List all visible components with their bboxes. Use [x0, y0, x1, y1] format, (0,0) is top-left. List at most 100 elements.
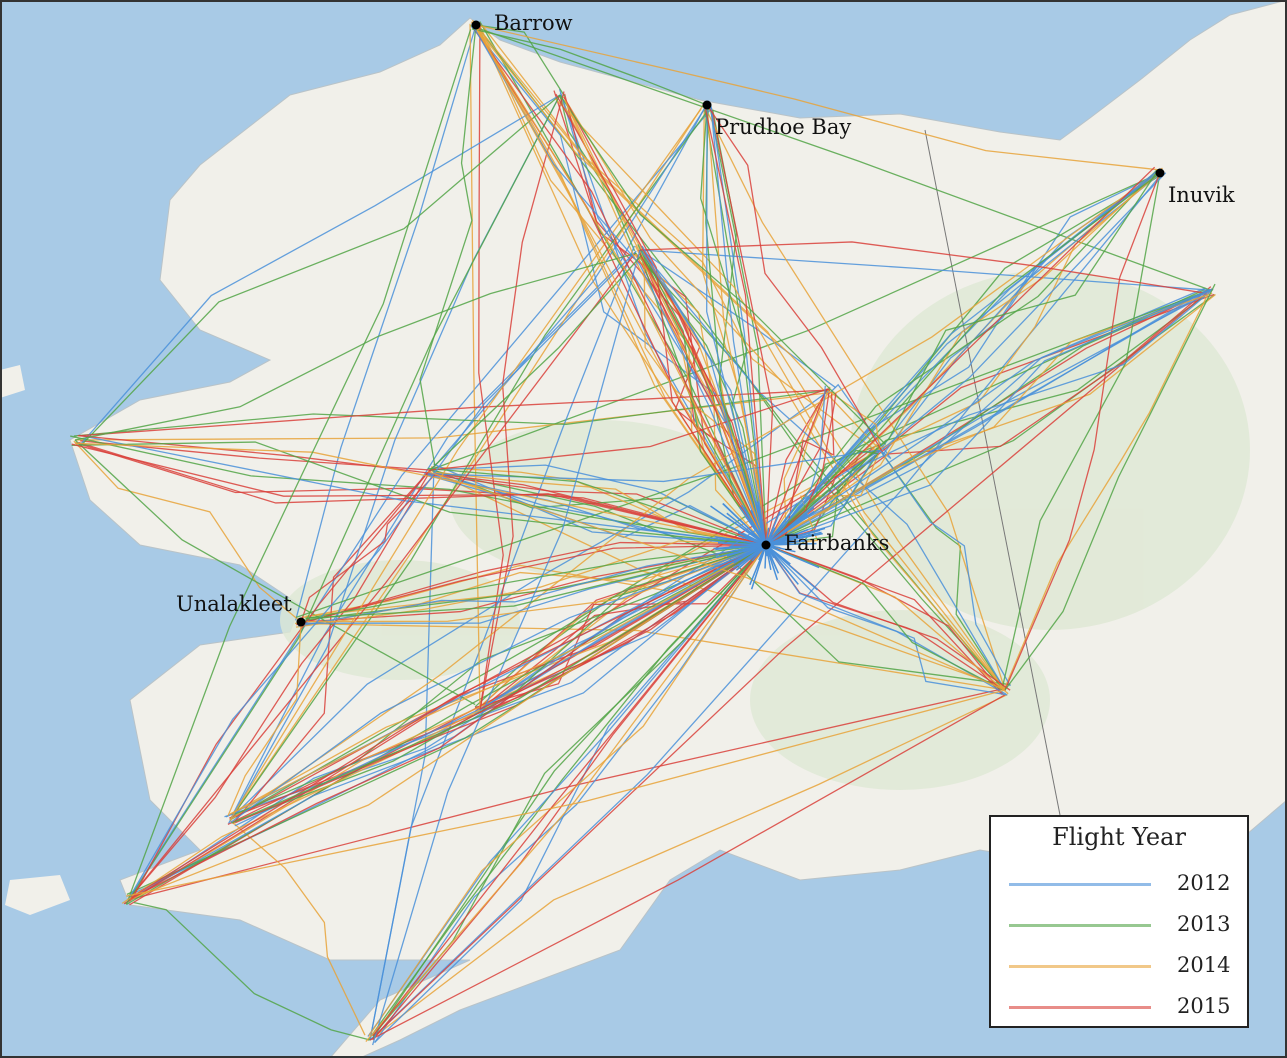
flight-track — [879, 449, 1011, 687]
flight-track — [127, 250, 637, 901]
flight-track — [559, 94, 636, 252]
flight-track — [765, 544, 1003, 691]
flight-track — [368, 544, 767, 1037]
flight-track — [127, 543, 763, 901]
city-marker[interactable] — [1155, 168, 1165, 178]
flight-track — [706, 104, 771, 545]
flight-track — [375, 289, 1211, 1036]
flight-track — [703, 103, 767, 546]
flight-track — [765, 511, 781, 546]
flight-track — [74, 252, 637, 441]
flight-track — [78, 434, 767, 546]
flight-track — [471, 28, 708, 106]
flight-track — [1004, 283, 1216, 691]
flight-track — [733, 544, 767, 564]
flight-track — [559, 94, 887, 445]
flight-track — [229, 108, 702, 821]
flight-track — [730, 544, 767, 553]
flight-track — [429, 388, 830, 471]
flight-track — [726, 516, 767, 546]
flight-track — [749, 544, 767, 586]
flight-track — [127, 688, 1004, 901]
flight-track — [230, 544, 767, 823]
flight-track — [374, 544, 767, 1044]
flight-track — [131, 469, 431, 899]
flight-track — [765, 529, 821, 546]
flight-track — [80, 94, 561, 445]
flight-track — [765, 385, 826, 546]
legend: Flight Year 2012 2013 2014 2015 — [989, 815, 1249, 1028]
flight-track — [765, 544, 791, 565]
legend-label: 2015 — [1177, 994, 1231, 1018]
flight-track — [717, 542, 767, 546]
flight-track — [765, 288, 1213, 546]
flight-routes — [70, 19, 1216, 1046]
flight-track — [295, 622, 1006, 691]
flight-track — [133, 901, 371, 1041]
flight-track — [765, 513, 808, 546]
flight-track — [296, 541, 767, 626]
flight-track — [765, 510, 794, 546]
legend-swatch — [1009, 1006, 1151, 1009]
flight-track — [74, 442, 767, 546]
city-marker[interactable] — [471, 20, 481, 30]
city-label: Unalakleet — [176, 592, 292, 616]
city-label: Inuvik — [1168, 183, 1235, 207]
flight-track — [80, 94, 561, 447]
flight-track — [765, 386, 831, 546]
city-marker[interactable] — [761, 540, 771, 550]
flight-track — [475, 24, 566, 97]
flight-track — [750, 509, 767, 546]
flight-track — [127, 466, 434, 901]
legend-swatch — [1009, 924, 1151, 927]
flight-track — [874, 172, 1161, 452]
flight-track — [743, 506, 767, 546]
flight-track — [295, 540, 767, 628]
city-marker[interactable] — [296, 617, 306, 627]
flight-track — [710, 107, 774, 546]
flight-track — [765, 289, 1212, 546]
flight-track — [1002, 172, 1161, 687]
flight-track — [703, 104, 767, 546]
flight-track — [304, 544, 767, 623]
flight-track — [471, 22, 881, 451]
legend-item-2012: 2012 — [991, 869, 1247, 899]
flight-track — [1004, 169, 1162, 691]
city-label: Fairbanks — [784, 531, 890, 555]
flight-track — [427, 449, 881, 483]
flight-track — [765, 393, 837, 546]
legend-item-2013: 2013 — [991, 910, 1247, 940]
flight-track — [419, 24, 477, 466]
flight-track — [305, 544, 767, 619]
flight-track — [73, 440, 302, 623]
flight-track — [372, 544, 767, 1039]
flight-track — [235, 449, 881, 818]
flight-track — [562, 96, 1006, 691]
city-marker[interactable] — [702, 100, 712, 110]
flight-track — [372, 544, 767, 1041]
flight-track — [709, 105, 767, 546]
flight-track — [125, 94, 561, 905]
flight-track — [641, 245, 767, 546]
flight-track — [765, 171, 1159, 546]
flight-track — [765, 292, 1213, 546]
flight-track — [227, 621, 302, 817]
flight-track — [430, 464, 767, 546]
flight-track — [641, 251, 767, 546]
legend-swatch — [1009, 883, 1151, 886]
flight-track — [706, 105, 767, 546]
flight-track — [710, 105, 767, 546]
flight-track — [427, 467, 767, 546]
flight-track — [126, 544, 767, 906]
city-label: Barrow — [494, 11, 573, 35]
flight-track — [765, 544, 820, 569]
flight-track — [231, 544, 767, 824]
flight-track — [475, 24, 1162, 171]
flight-track — [123, 544, 767, 905]
flight-track — [634, 251, 1006, 691]
flight-track — [563, 96, 767, 546]
flight-track — [434, 471, 767, 546]
flight-track — [369, 694, 1008, 1041]
flight-track — [470, 21, 767, 546]
